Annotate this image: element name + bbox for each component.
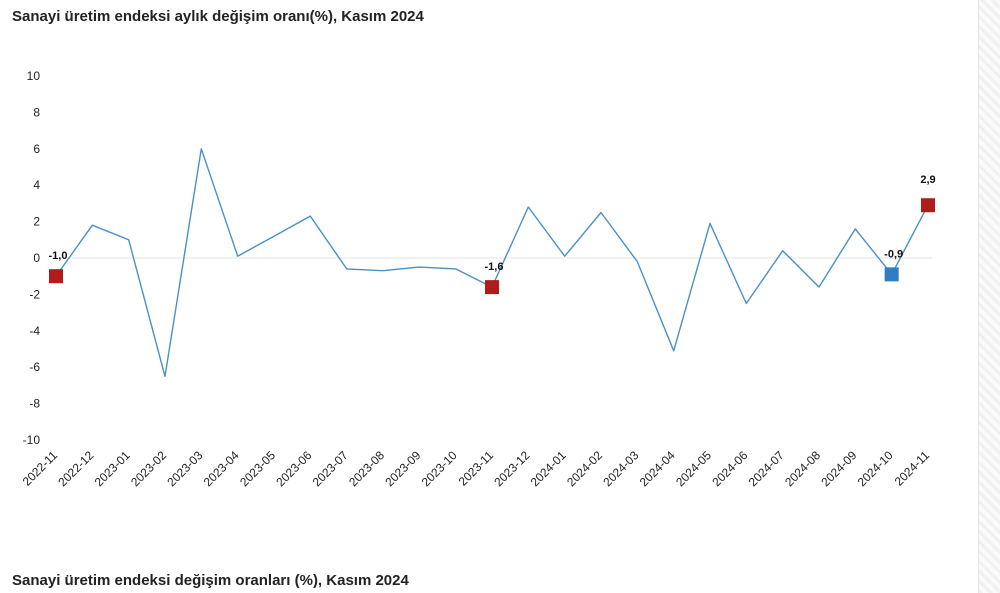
- y-tick-label: -6: [29, 360, 40, 374]
- x-tick-label: 2023-03: [164, 448, 205, 489]
- x-tick-label: 2024-06: [709, 448, 750, 489]
- y-tick-label: -4: [29, 324, 40, 338]
- data-label: -1,0: [49, 250, 68, 262]
- x-tick-label: 2023-09: [382, 448, 423, 489]
- data-label: -1,6: [485, 261, 504, 273]
- section-title: Sanayi üretim endeksi değişim oranları (…: [12, 572, 409, 589]
- x-tick-label: 2023-05: [237, 448, 278, 489]
- y-tick-label: 6: [33, 142, 40, 156]
- x-tick-label: 2023-01: [92, 448, 133, 489]
- x-tick-label: 2024-10: [855, 448, 896, 489]
- highlight-marker: [884, 267, 899, 282]
- x-tick-label: 2024-07: [746, 448, 787, 489]
- x-tick-label: 2024-03: [600, 448, 641, 489]
- x-tick-label: 2022-11: [20, 448, 61, 489]
- x-axis: 2022-112022-122023-012023-022023-032023-…: [20, 448, 933, 489]
- x-tick-label: 2024-01: [528, 448, 569, 489]
- y-tick-label: -2: [29, 287, 40, 301]
- data-label: -0,9: [884, 248, 903, 260]
- x-tick-label: 2024-08: [782, 448, 823, 489]
- chart-title: Sanayi üretim endeksi aylık değişim oran…: [12, 8, 424, 25]
- x-tick-label: 2024-04: [637, 448, 678, 489]
- y-tick-label: -10: [23, 433, 41, 447]
- highlight-marker: [485, 280, 499, 295]
- x-tick-label: 2023-12: [491, 448, 532, 489]
- highlight-marker: [921, 198, 935, 213]
- y-tick-label: 2: [33, 215, 40, 229]
- x-tick-label: 2024-11: [892, 448, 933, 489]
- x-tick-label: 2024-05: [673, 448, 714, 489]
- y-tick-label: 8: [33, 105, 40, 119]
- highlight-markers: -1,0 -1,6 -0,9 2,9: [49, 174, 936, 295]
- y-tick-label: 4: [33, 178, 40, 192]
- line-chart: 10 8 6 4 2 0 -2 -4 -6 -8 -10 2022-112022-122023-01…: [20, 69, 936, 489]
- y-tick-label: 0: [33, 251, 40, 265]
- decorative-side-pattern: [978, 0, 1000, 593]
- highlight-marker: [49, 269, 63, 284]
- x-tick-label: 2023-08: [346, 448, 387, 489]
- y-axis: 10 8 6 4 2 0 -2 -4 -6 -8 -10: [23, 69, 41, 447]
- x-tick-label: 2024-09: [818, 448, 859, 489]
- y-tick-label: -8: [29, 397, 40, 411]
- x-tick-label: 2023-07: [310, 448, 351, 489]
- x-tick-label: 2023-11: [456, 448, 497, 489]
- data-label: 2,9: [920, 174, 935, 186]
- x-tick-label: 2024-02: [564, 448, 605, 489]
- x-tick-label: 2023-06: [273, 448, 314, 489]
- y-tick-label: 10: [27, 69, 41, 83]
- x-tick-label: 2023-02: [128, 448, 169, 489]
- x-tick-label: 2023-10: [419, 448, 460, 489]
- x-tick-label: 2022-12: [55, 448, 96, 489]
- x-tick-label: 2023-04: [201, 448, 242, 489]
